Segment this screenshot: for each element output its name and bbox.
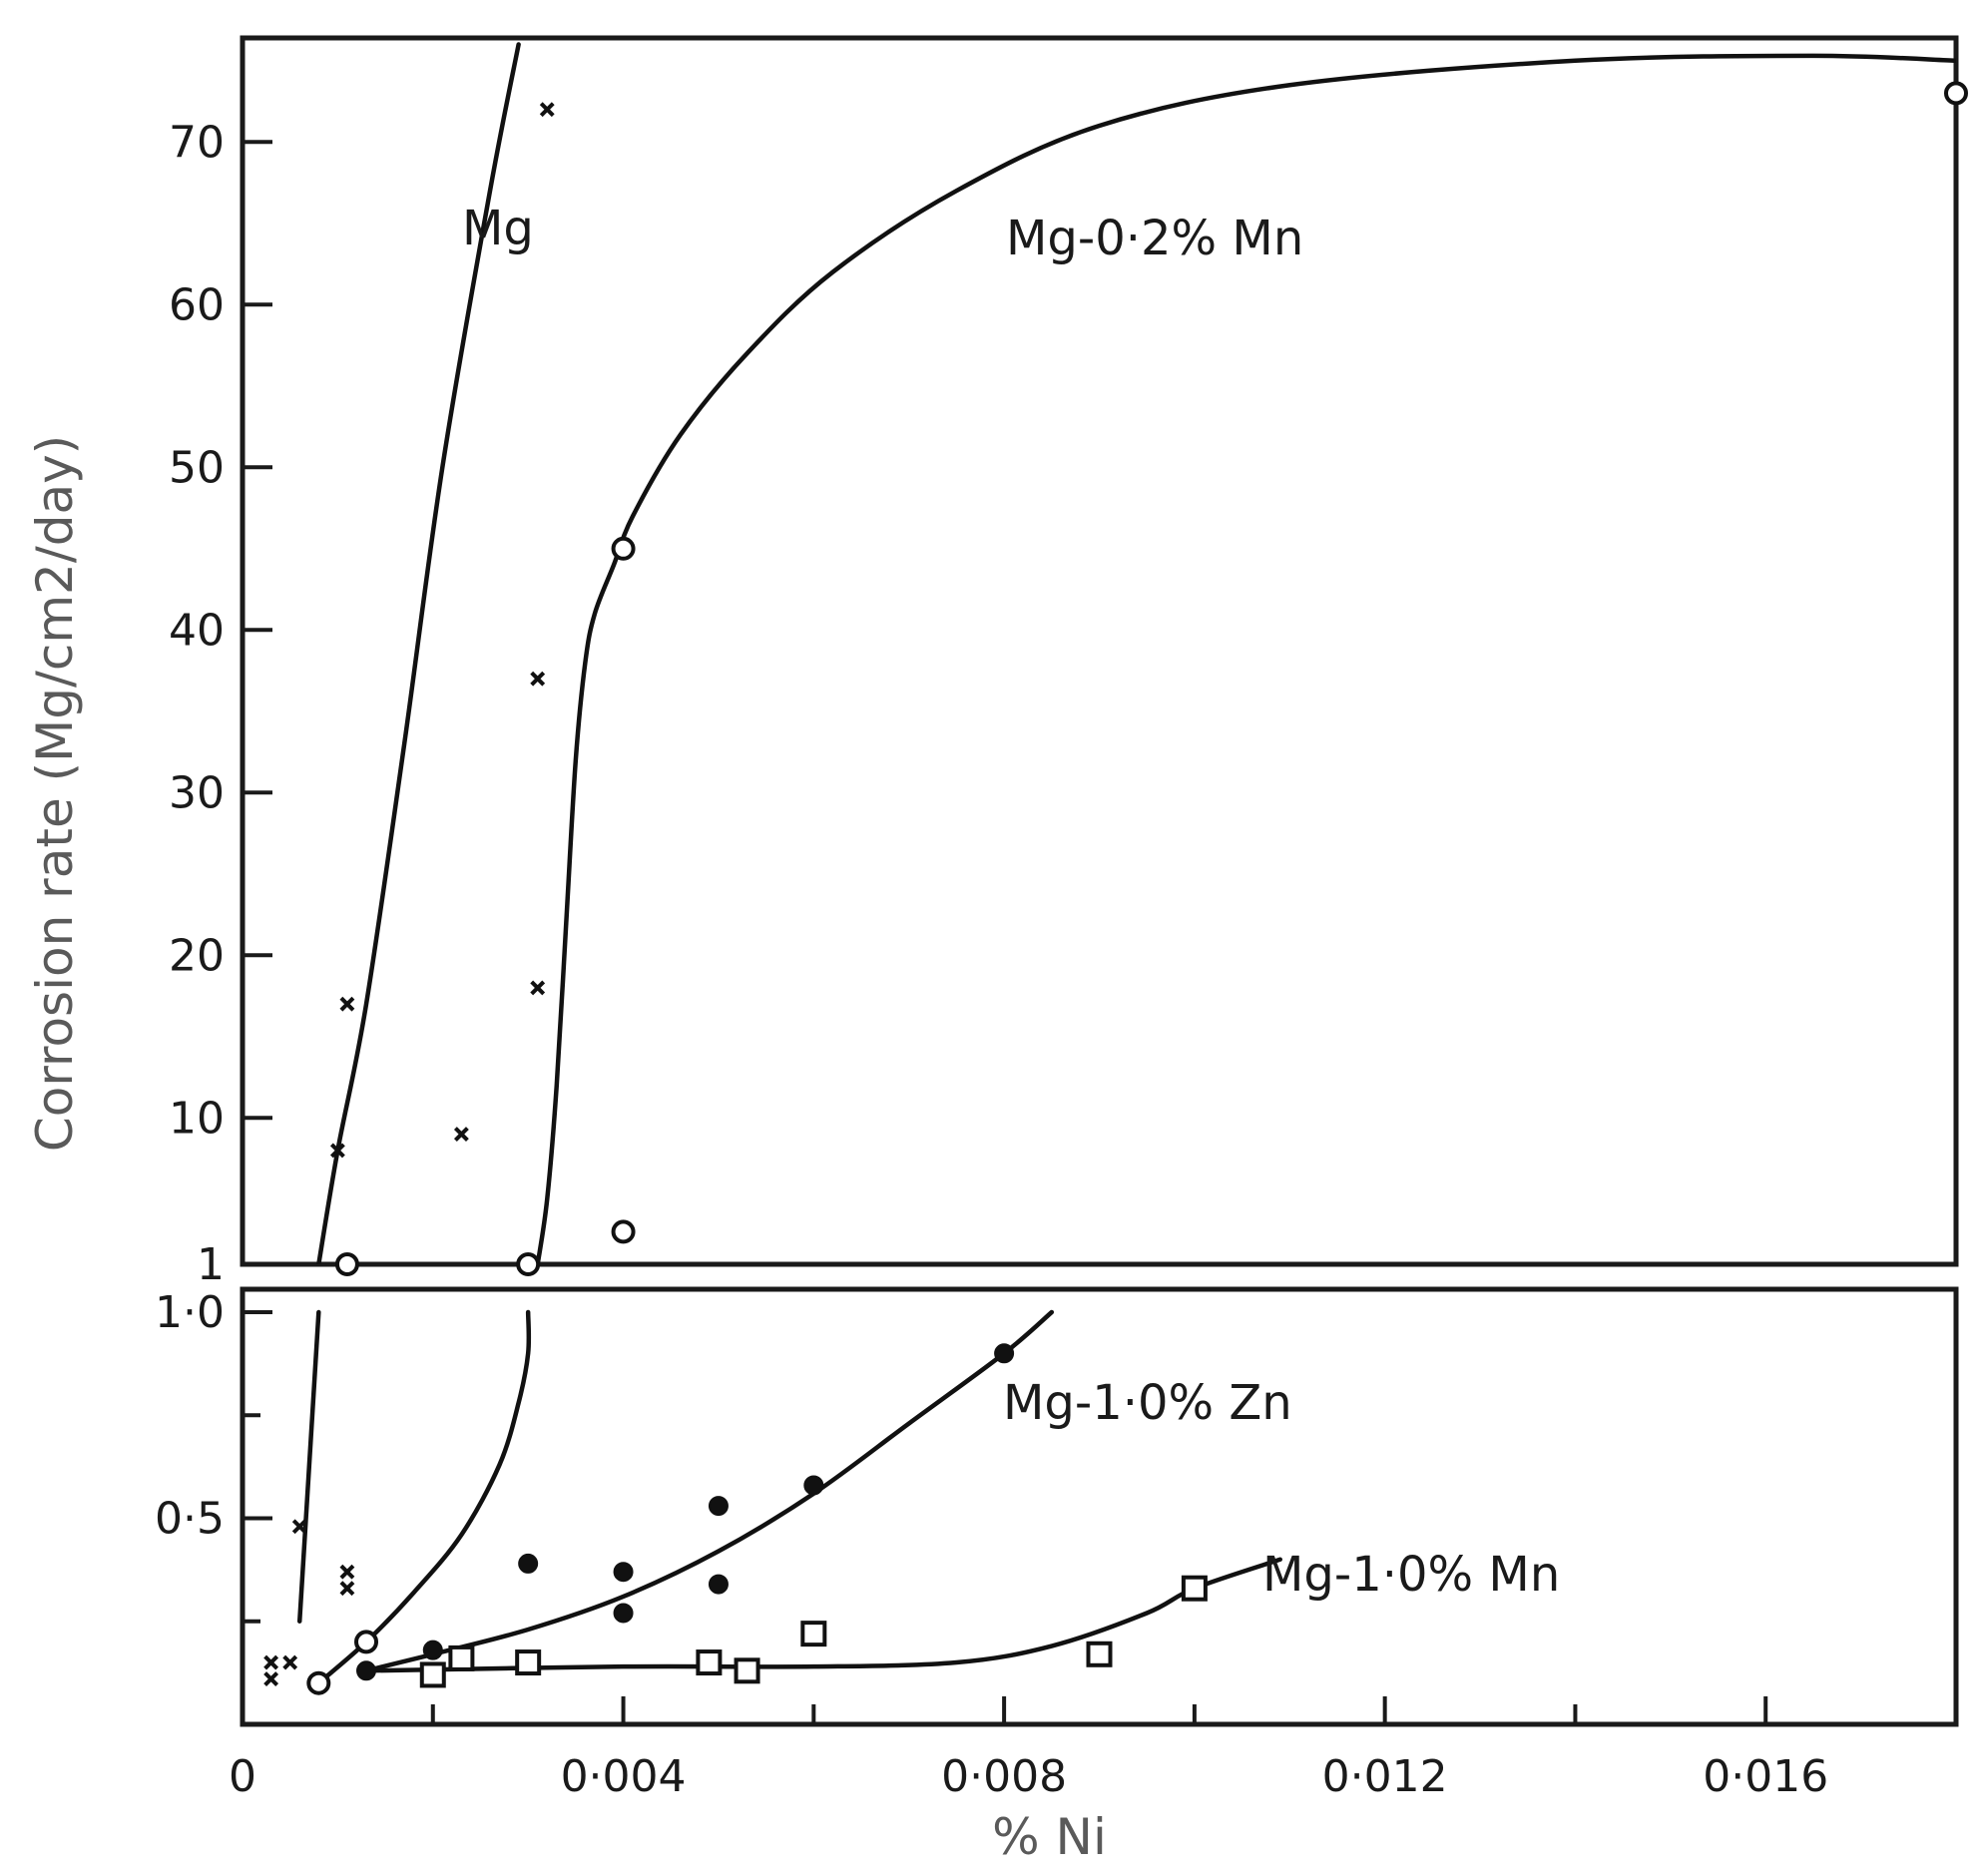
- data-point-open-square: [419, 1661, 446, 1688]
- data-point-open-circle: [516, 1252, 541, 1276]
- upper-y-tick-label: 20: [169, 930, 225, 981]
- x-tick-label: 0·004: [561, 1751, 687, 1802]
- cross-stroke: [291, 1519, 307, 1535]
- y-axis-title: Corrosion rate (Mg/cm2/day): [26, 435, 84, 1152]
- data-point-filled-circle: [708, 1496, 729, 1517]
- data-point-open-square: [696, 1649, 723, 1676]
- data-point-cross: [282, 1654, 298, 1670]
- data-point-cross: [530, 980, 546, 996]
- cross-stroke: [282, 1654, 298, 1670]
- series-curve-2: [363, 1309, 1055, 1673]
- data-point-cross: [339, 1581, 355, 1597]
- upper-y-tick-label: 60: [169, 279, 225, 330]
- data-point-open-square: [1181, 1575, 1208, 1602]
- data-point-cross: [453, 1127, 469, 1143]
- data-point-filled-circle: [356, 1660, 377, 1681]
- lower-panel-frame: [240, 1286, 1959, 1727]
- series-label: Mg-1·0% Zn: [1003, 1375, 1292, 1431]
- series-curve-1: [316, 1309, 532, 1685]
- lower-y-tick-label: 0·5: [155, 1494, 225, 1545]
- cross-stroke: [263, 1671, 279, 1686]
- plot-frames: [240, 35, 1959, 1727]
- cross-stroke: [453, 1127, 469, 1143]
- data-point-open-circle: [334, 1252, 359, 1276]
- x-tick-label: 0·008: [941, 1751, 1067, 1802]
- data-point-open-circle: [1944, 81, 1968, 106]
- series-curves: [296, 42, 1956, 1685]
- series-label: Mg-0·2% Mn: [1006, 211, 1303, 266]
- data-point-open-circle: [611, 536, 636, 561]
- data-point-cross: [263, 1654, 279, 1670]
- data-point-open-square: [515, 1649, 542, 1676]
- upper-y-tick-label: 10: [169, 1093, 225, 1144]
- lower-y-tick-label: 1·0: [155, 1287, 225, 1338]
- series-curve-0: [296, 1309, 321, 1624]
- data-point-cross: [291, 1519, 307, 1535]
- data-point-open-circle: [354, 1630, 379, 1654]
- axis-ticks: [243, 140, 1768, 1724]
- upper-y-tick-label: 30: [169, 767, 225, 818]
- data-point-cross: [539, 102, 555, 118]
- data-point-cross: [329, 1143, 345, 1159]
- data-point-open-circle: [306, 1670, 331, 1695]
- data-point-filled-circle: [613, 1603, 634, 1624]
- data-point-open-circle: [611, 1219, 636, 1244]
- data-point-filled-circle: [708, 1574, 729, 1595]
- upper-y-tick-label: 1: [197, 1239, 225, 1290]
- cross-stroke: [530, 671, 546, 687]
- data-point-cross: [263, 1671, 279, 1686]
- upper-panel-frame: [240, 35, 1959, 1267]
- data-point-open-square: [734, 1657, 760, 1684]
- series-curve-1: [535, 53, 1956, 1264]
- data-point-open-square: [800, 1621, 827, 1647]
- cross-stroke: [530, 980, 546, 996]
- x-tick-label: 0·016: [1703, 1751, 1828, 1802]
- data-point-open-square: [448, 1644, 475, 1671]
- x-tick-label: 0: [229, 1751, 256, 1802]
- chart-labels: 0 0·004 0·008 0·012 0·016 1 10 20 30 40 50 60 70 0·5 1…: [26, 117, 1828, 1866]
- x-axis-title: % Ni: [992, 1808, 1107, 1866]
- cross-stroke: [339, 1564, 355, 1580]
- upper-y-tick-label: 70: [169, 117, 225, 168]
- series-label: Mg: [462, 201, 534, 256]
- data-point-cross: [530, 671, 546, 687]
- cross-stroke: [339, 996, 355, 1012]
- data-point-filled-circle: [994, 1343, 1015, 1364]
- data-point-filled-circle: [422, 1640, 443, 1660]
- data-point-filled-circle: [613, 1562, 634, 1583]
- cross-stroke: [263, 1654, 279, 1670]
- data-point-filled-circle: [518, 1553, 539, 1574]
- data-point-filled-circle: [803, 1475, 824, 1496]
- data-point-open-square: [1086, 1641, 1113, 1667]
- series-curve-3: [363, 1557, 1282, 1673]
- cross-stroke: [329, 1143, 345, 1159]
- upper-y-tick-label: 40: [169, 605, 225, 656]
- cross-stroke: [339, 1581, 355, 1597]
- upper-y-tick-label: 50: [169, 442, 225, 493]
- x-tick-label: 0·012: [1322, 1751, 1448, 1802]
- data-point-cross: [339, 996, 355, 1012]
- series-curve-0: [316, 42, 521, 1264]
- series-markers: [263, 81, 1968, 1695]
- series-label: Mg-1·0% Mn: [1262, 1547, 1560, 1603]
- data-point-cross: [339, 1564, 355, 1580]
- cross-stroke: [539, 102, 555, 118]
